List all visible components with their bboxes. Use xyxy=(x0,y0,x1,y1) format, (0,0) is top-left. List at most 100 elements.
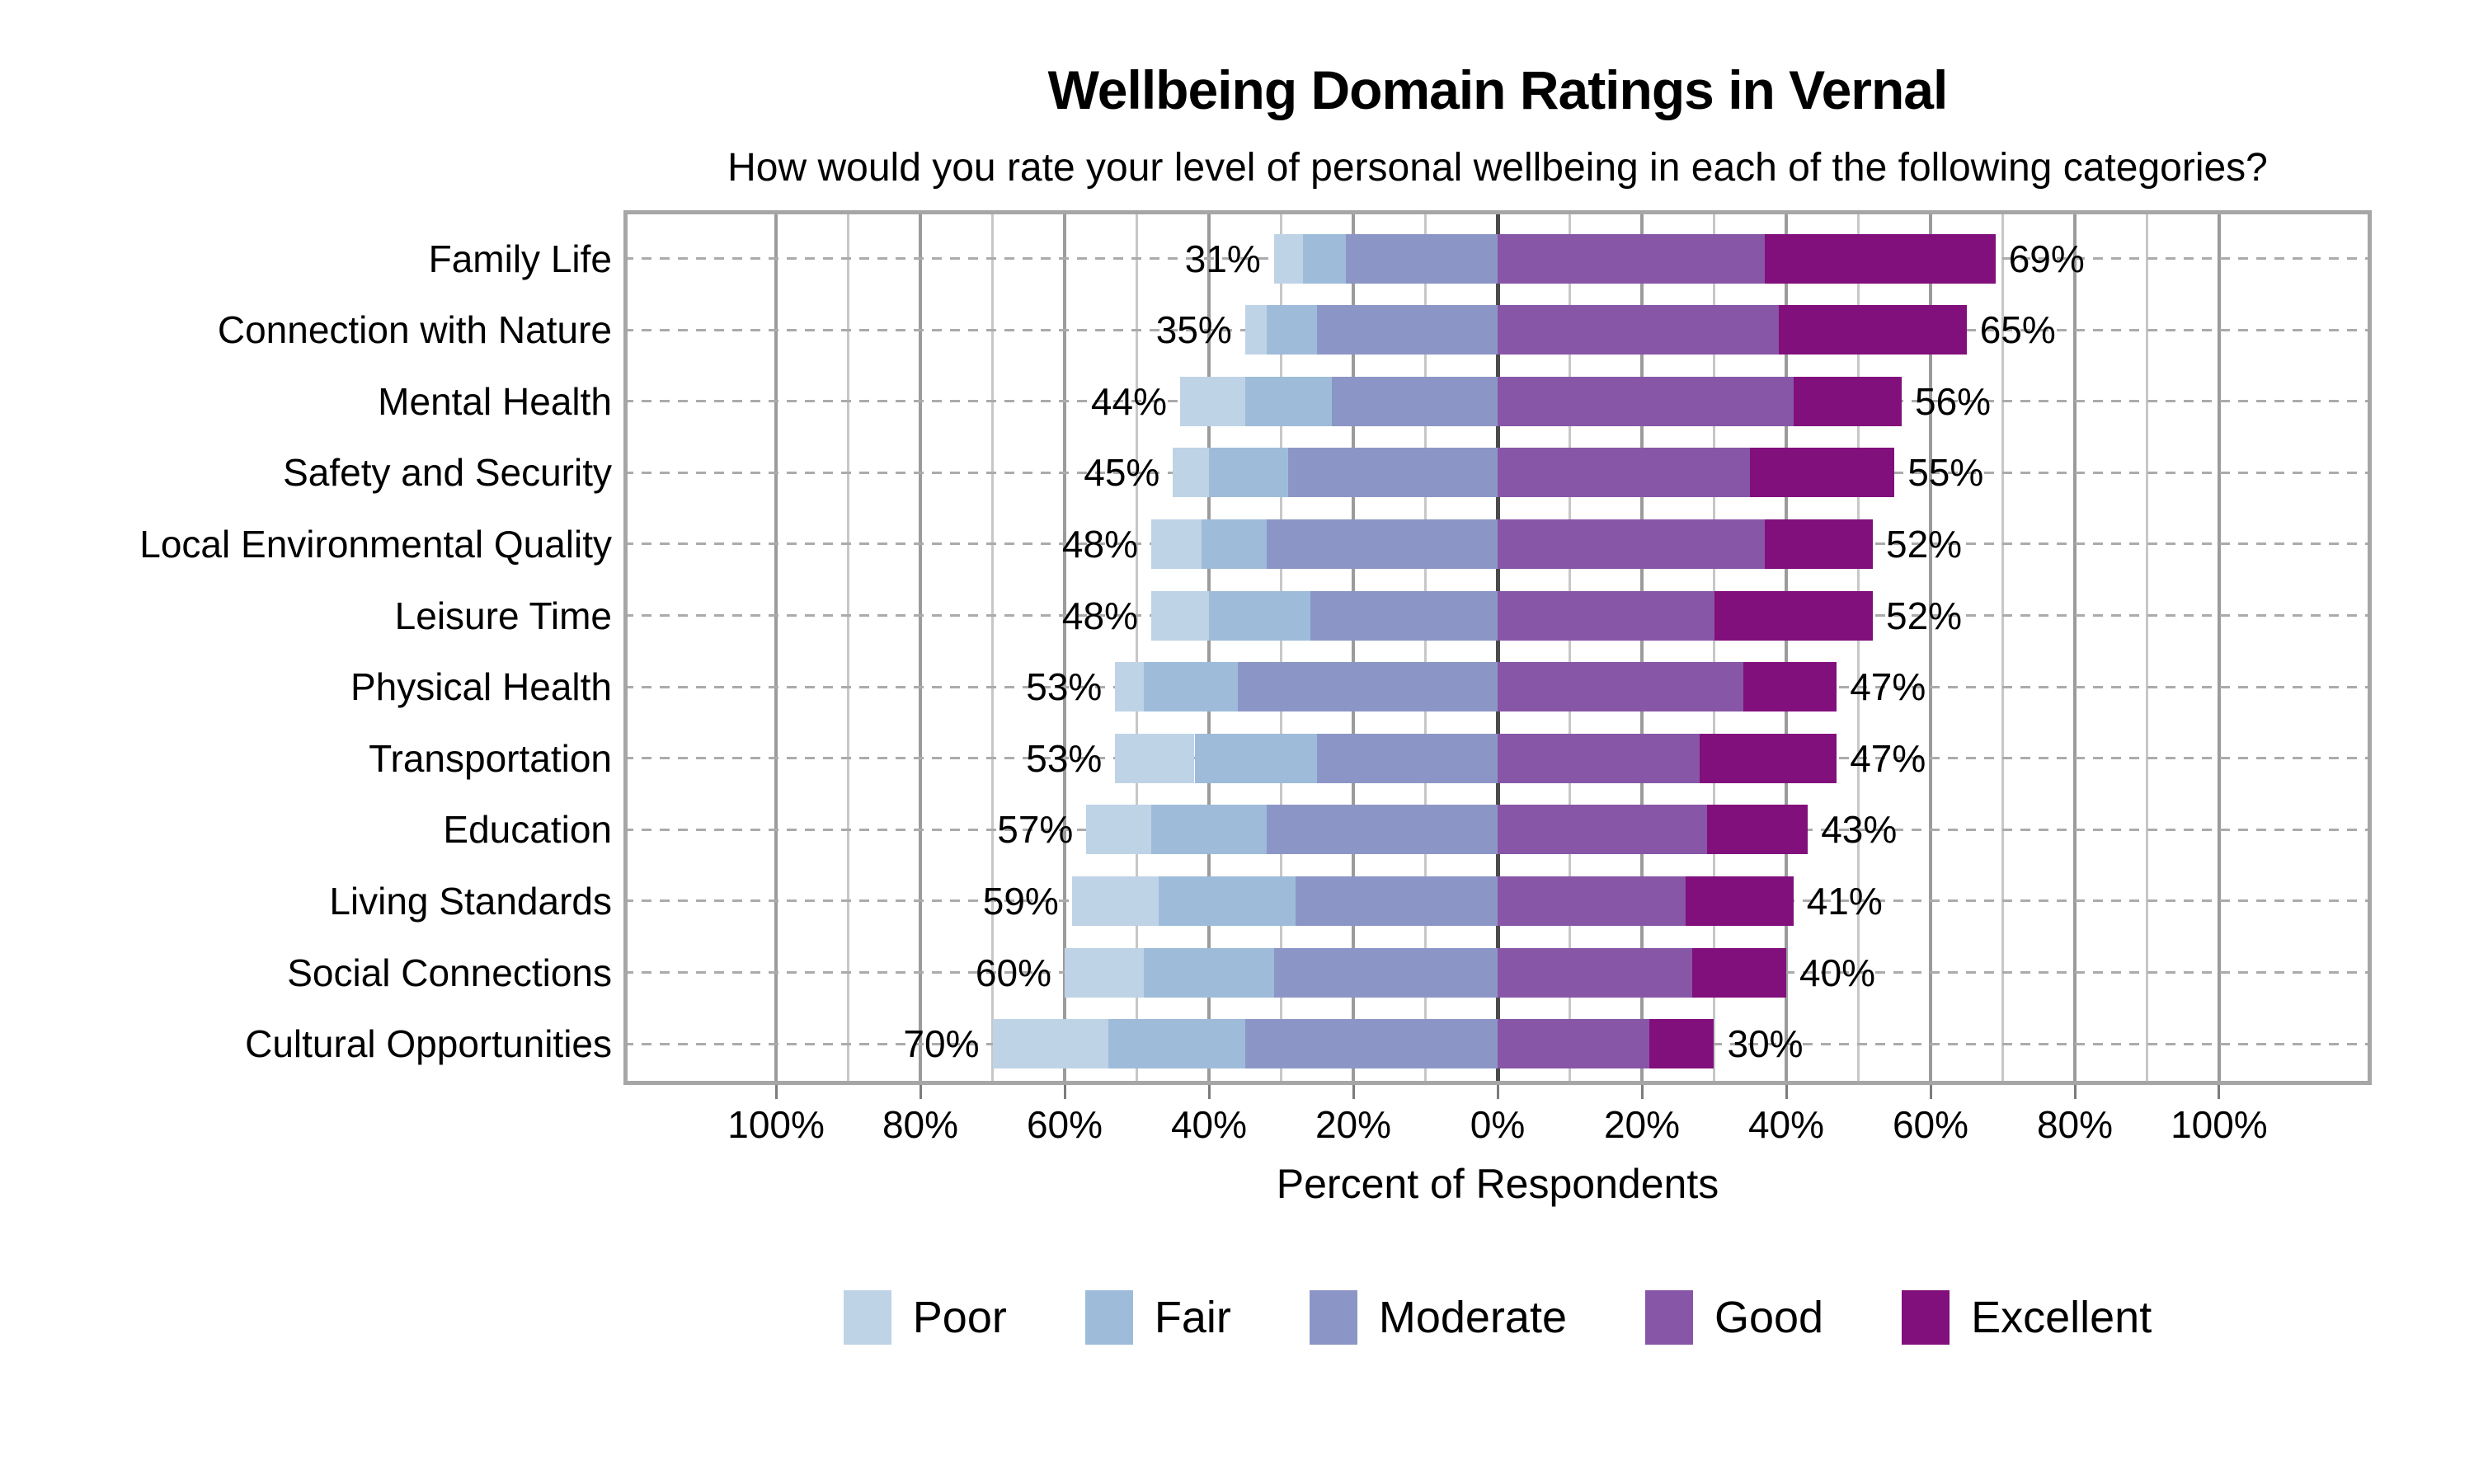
category-label: Leisure Time xyxy=(394,594,612,637)
x-axis-tick xyxy=(1207,1085,1211,1099)
right-total-label: 43% xyxy=(1821,808,1898,852)
x-axis-tick xyxy=(1352,1085,1355,1099)
bar-segment-excellent xyxy=(1692,947,1786,998)
x-axis-tick xyxy=(2073,1085,2077,1099)
bar-segment-fair xyxy=(1144,662,1238,712)
category-label: Physical Health xyxy=(350,665,612,709)
bar-segment-good xyxy=(1498,947,1693,998)
x-axis-tick xyxy=(919,1085,922,1099)
right-total-label: 52% xyxy=(1886,594,1963,637)
left-total-label: 48% xyxy=(1061,594,1138,637)
x-axis-tick xyxy=(1063,1085,1066,1099)
right-total-label: 69% xyxy=(2008,237,2085,280)
legend-label: Excellent xyxy=(1971,1293,2152,1342)
vertical-gridline xyxy=(1352,210,1355,1085)
right-total-label: 30% xyxy=(1727,1022,1804,1066)
category-label: Safety and Security xyxy=(283,451,612,495)
bar-segment-good xyxy=(1498,233,1765,284)
vertical-gridline xyxy=(2073,210,2077,1085)
bar-segment-fair xyxy=(1144,947,1274,998)
x-axis-tick xyxy=(1929,1085,1932,1099)
x-axis-tick xyxy=(1785,1085,1788,1099)
vertical-gridline xyxy=(1207,210,1211,1085)
vertical-gridline xyxy=(2001,210,2004,1085)
left-total-label: 45% xyxy=(1084,451,1160,495)
vertical-gridline xyxy=(1280,210,1282,1085)
bar-segment-moderate xyxy=(1310,590,1498,641)
x-tick-label: 100% xyxy=(2171,1103,2268,1146)
category-label: Education xyxy=(443,808,612,852)
vertical-gridline xyxy=(1063,210,1066,1085)
left-total-label: 57% xyxy=(997,808,1074,852)
legend-item-fair: Fair xyxy=(1084,1290,1231,1345)
bar-segment-excellent xyxy=(1685,876,1794,926)
bar-segment-poor xyxy=(1173,448,1209,498)
vertical-gridline xyxy=(919,210,922,1085)
bar-segment-good xyxy=(1498,519,1765,569)
category-label: Local Environmental Quality xyxy=(139,522,612,566)
left-total-label: 53% xyxy=(1026,665,1103,709)
bar-segment-moderate xyxy=(1288,448,1498,498)
right-total-label: 55% xyxy=(1907,451,1984,495)
vertical-gridline xyxy=(991,210,994,1085)
legend-label: Good xyxy=(1714,1293,1824,1342)
bar-segment-moderate xyxy=(1317,305,1498,355)
bar-segment-poor xyxy=(1151,590,1209,641)
right-total-label: 47% xyxy=(1850,736,1926,780)
legend-swatch-fair xyxy=(1084,1290,1133,1345)
legend-swatch-excellent xyxy=(1902,1290,1950,1345)
vertical-gridline xyxy=(1929,210,1932,1085)
vertical-gridline xyxy=(1785,210,1788,1085)
bar-segment-fair xyxy=(1158,876,1296,926)
bar-segment-poor xyxy=(1115,662,1145,712)
chart-title: Wellbeing Domain Ratings in Vernal xyxy=(1047,59,1949,120)
bar-segment-poor xyxy=(1065,947,1145,998)
right-total-label: 40% xyxy=(1799,951,1876,994)
right-total-label: 56% xyxy=(1915,379,1992,423)
x-tick-label: 20% xyxy=(1603,1103,1681,1146)
legend-item-poor: Poor xyxy=(843,1290,1007,1345)
legend-item-moderate: Moderate xyxy=(1309,1290,1567,1345)
right-total-label: 41% xyxy=(1806,879,1883,923)
bar-segment-poor xyxy=(1180,376,1245,426)
bar-segment-moderate xyxy=(1331,376,1498,426)
bar-segment-poor xyxy=(1115,733,1195,783)
bar-segment-poor xyxy=(1273,233,1303,284)
bar-segment-fair xyxy=(1108,1019,1245,1069)
bar-segment-fair xyxy=(1202,519,1267,569)
bar-segment-excellent xyxy=(1649,1019,1714,1069)
category-label: Family Life xyxy=(428,237,612,280)
x-axis-tick xyxy=(1640,1085,1644,1099)
bar-segment-good xyxy=(1498,305,1780,355)
bar-segment-good xyxy=(1498,448,1751,498)
right-total-label: 47% xyxy=(1850,665,1926,709)
x-tick-label: 100% xyxy=(727,1103,825,1146)
chart-subtitle: How would you rate your level of persona… xyxy=(727,146,2268,190)
bar-segment-moderate xyxy=(1267,519,1498,569)
bar-segment-fair xyxy=(1151,805,1267,855)
legend-item-good: Good xyxy=(1644,1290,1824,1345)
bar-segment-excellent xyxy=(1779,305,1967,355)
right-total-label: 52% xyxy=(1886,522,1963,566)
bar-segment-poor xyxy=(992,1019,1108,1069)
x-tick-label: 40% xyxy=(1747,1103,1825,1146)
left-total-label: 53% xyxy=(1026,736,1103,780)
bar-segment-good xyxy=(1498,733,1700,783)
bar-segment-excellent xyxy=(1700,733,1837,783)
x-axis-tick xyxy=(1496,1085,1499,1099)
right-total-label: 65% xyxy=(1979,308,2056,352)
left-total-label: 35% xyxy=(1155,308,1232,352)
bar-segment-excellent xyxy=(1743,662,1837,712)
vertical-gridline xyxy=(1713,210,1715,1085)
x-tick-label: 60% xyxy=(1892,1103,1969,1146)
bar-segment-poor xyxy=(1086,805,1151,855)
bar-segment-moderate xyxy=(1317,733,1498,783)
category-label: Social Connections xyxy=(287,951,612,994)
legend: Poor Fair Moderate Good Excellent xyxy=(500,1284,2474,1350)
bar-segment-poor xyxy=(1151,519,1202,569)
x-axis-title: Percent of Respondents xyxy=(1276,1161,1719,1207)
bar-segment-fair xyxy=(1209,448,1289,498)
bar-segment-fair xyxy=(1244,376,1332,426)
vertical-gridline xyxy=(774,210,778,1085)
bar-segment-moderate xyxy=(1267,805,1498,855)
